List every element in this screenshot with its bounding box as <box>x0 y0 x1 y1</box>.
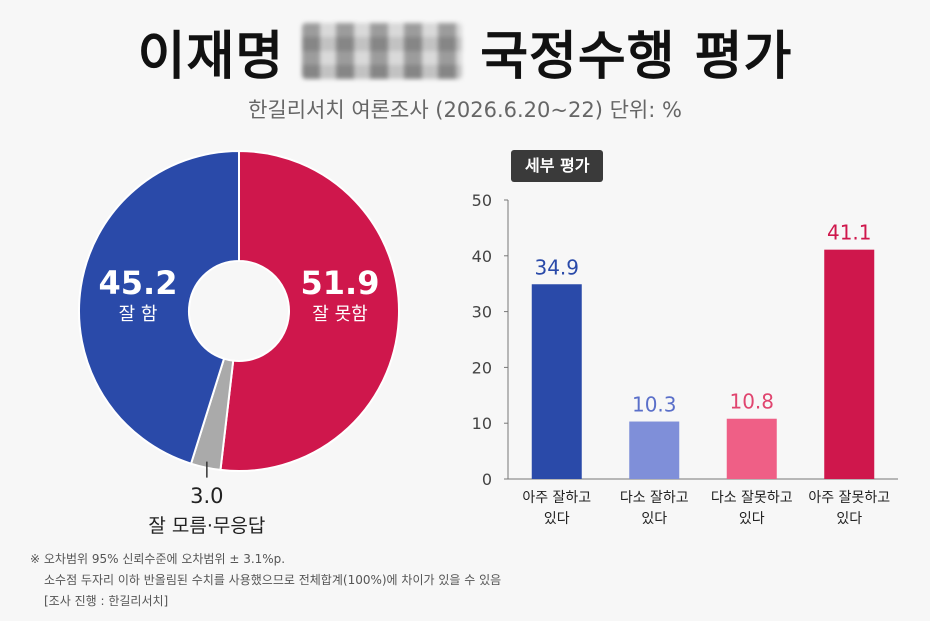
donut-value-unknown: 3.0 <box>190 484 223 508</box>
bar-2 <box>629 421 680 479</box>
x-tick-label: 아주 잘못하고 <box>808 490 890 506</box>
y-tick-label: 0 <box>482 470 492 489</box>
y-tick-label: 10 <box>472 414 492 433</box>
y-tick-label: 30 <box>472 303 492 322</box>
footnotes: ※ 오차범위 95% 신뢰수준에 오차범위 ± 3.1%p. 소수점 두자리 이… <box>30 549 501 612</box>
bar-4 <box>824 249 875 479</box>
footnote-2: 소수점 두자리 이하 반올림된 수치를 사용했으므로 전체합계(100%)에 차… <box>44 573 502 587</box>
section-tag: 세부 평가 <box>511 150 604 182</box>
bar-value-label: 10.8 <box>729 390 774 414</box>
y-tick-label: 50 <box>472 191 492 210</box>
blurred-text-image <box>302 23 463 79</box>
donut-label-negative: 잘 못함 <box>312 304 367 325</box>
y-tick-label: 20 <box>472 358 492 377</box>
footnote-1: ※ 오차범위 95% 신뢰수준에 오차범위 ± 3.1%p. <box>30 552 286 566</box>
x-tick-label: 있다 <box>739 511 765 527</box>
bar-value-label: 10.3 <box>632 393 677 417</box>
x-tick-label: 다소 잘하고 <box>620 490 689 506</box>
x-tick-label: 있다 <box>836 511 862 527</box>
x-tick-label: 아주 잘하고 <box>522 490 591 506</box>
x-tick-label: 다소 잘못하고 <box>711 490 793 506</box>
title-right: 국정수행 평가 <box>480 26 793 87</box>
bar-value-label: 34.9 <box>534 255 579 279</box>
donut-value-negative: 51.9 <box>301 264 380 302</box>
bar-3 <box>726 418 777 479</box>
y-tick-label: 40 <box>472 247 492 266</box>
bar-1 <box>531 284 582 479</box>
donut-value-positive: 45.2 <box>99 264 178 302</box>
donut-slice-positive <box>78 149 240 465</box>
bar-value-label: 41.1 <box>827 221 872 245</box>
subtitle: 한길리서치 여론조사 (2026.6.20~22) 단위: % <box>248 98 682 122</box>
donut-label-unknown: 잘 모름·무응답 <box>148 515 265 537</box>
donut-slice-negative <box>219 149 400 472</box>
title-left: 이재명 <box>137 26 285 87</box>
footnote-3: [조사 진행 : 한길리서치] <box>44 594 169 608</box>
x-tick-label: 있다 <box>544 511 570 527</box>
title-row: 이재명 국정수행 평가 <box>0 12 930 90</box>
donut-label-positive: 잘 함 <box>119 304 158 325</box>
x-tick-label: 있다 <box>641 511 667 527</box>
